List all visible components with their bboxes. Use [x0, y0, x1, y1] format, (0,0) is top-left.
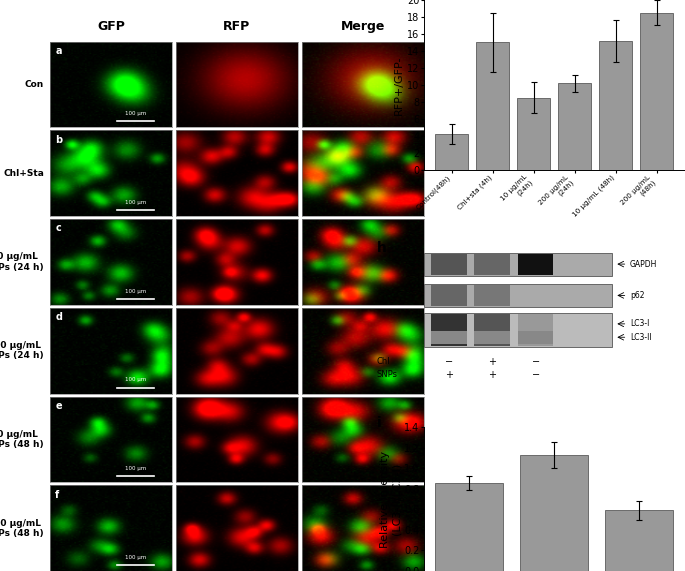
- Text: 10 μg/mL
SNPs (48 h): 10 μg/mL SNPs (48 h): [0, 430, 44, 449]
- Text: 10 μg/mL
SNPs (24 h): 10 μg/mL SNPs (24 h): [0, 252, 44, 272]
- Text: Chl+Sta: Chl+Sta: [3, 168, 44, 178]
- Bar: [517, 98, 550, 170]
- Bar: [475, 285, 510, 306]
- Bar: [476, 42, 509, 170]
- Text: −: −: [445, 357, 453, 367]
- Bar: [475, 331, 510, 344]
- Text: SNPs: SNPs: [377, 369, 397, 379]
- Text: 100 μm: 100 μm: [125, 377, 146, 383]
- Bar: [436, 134, 469, 170]
- Text: d: d: [55, 312, 62, 322]
- Bar: [599, 41, 632, 170]
- Text: 100 μm: 100 μm: [125, 288, 146, 293]
- Text: RFP: RFP: [223, 21, 251, 34]
- Text: −: −: [532, 369, 540, 380]
- Bar: [518, 331, 553, 344]
- Bar: [475, 314, 510, 345]
- Text: 100 μm: 100 μm: [125, 200, 146, 205]
- Text: i: i: [377, 416, 381, 430]
- Text: 100 μm: 100 μm: [125, 466, 146, 471]
- Text: a: a: [55, 46, 62, 56]
- Text: 200 μg/mL
SNPs (48 h): 200 μg/mL SNPs (48 h): [0, 518, 44, 538]
- Text: +: +: [488, 357, 496, 367]
- Bar: [431, 331, 467, 344]
- Text: h: h: [377, 241, 386, 255]
- Text: 100 μm: 100 μm: [125, 111, 146, 116]
- Bar: [475, 316, 510, 328]
- Text: GAPDH: GAPDH: [630, 260, 658, 268]
- Bar: [423, 313, 612, 347]
- Bar: [518, 314, 553, 345]
- Text: f: f: [55, 490, 60, 500]
- Text: p62: p62: [630, 291, 645, 300]
- Bar: [640, 13, 673, 170]
- Text: 100 μm: 100 μm: [125, 555, 146, 560]
- Bar: [431, 314, 467, 345]
- Bar: [431, 285, 467, 306]
- Text: Chl: Chl: [377, 357, 390, 366]
- Text: GFP: GFP: [97, 21, 125, 34]
- Bar: [431, 254, 467, 275]
- Bar: [606, 510, 673, 571]
- Text: e: e: [55, 401, 62, 411]
- Text: LC3-I: LC3-I: [630, 319, 649, 328]
- Bar: [558, 83, 591, 170]
- Y-axis label: Relative intensity
(LC3-II/LC3-I): Relative intensity (LC3-II/LC3-I): [379, 451, 401, 548]
- Bar: [436, 482, 503, 571]
- Y-axis label: RFP+/GFP-: RFP+/GFP-: [395, 55, 404, 115]
- Bar: [423, 252, 612, 276]
- Bar: [521, 455, 588, 571]
- Bar: [423, 284, 612, 307]
- Text: Con: Con: [25, 80, 44, 89]
- Text: LC3-II: LC3-II: [630, 333, 651, 342]
- Text: Merge: Merge: [340, 21, 385, 34]
- Bar: [518, 285, 553, 306]
- Bar: [518, 316, 553, 328]
- Text: b: b: [55, 135, 62, 144]
- Text: c: c: [55, 223, 61, 234]
- Text: 200 μg/mL
SNPs (24 h): 200 μg/mL SNPs (24 h): [0, 341, 44, 360]
- Bar: [431, 316, 467, 328]
- Text: −: −: [532, 357, 540, 367]
- Bar: [475, 254, 510, 275]
- Bar: [518, 254, 553, 275]
- Text: +: +: [488, 369, 496, 380]
- Text: +: +: [445, 369, 453, 380]
